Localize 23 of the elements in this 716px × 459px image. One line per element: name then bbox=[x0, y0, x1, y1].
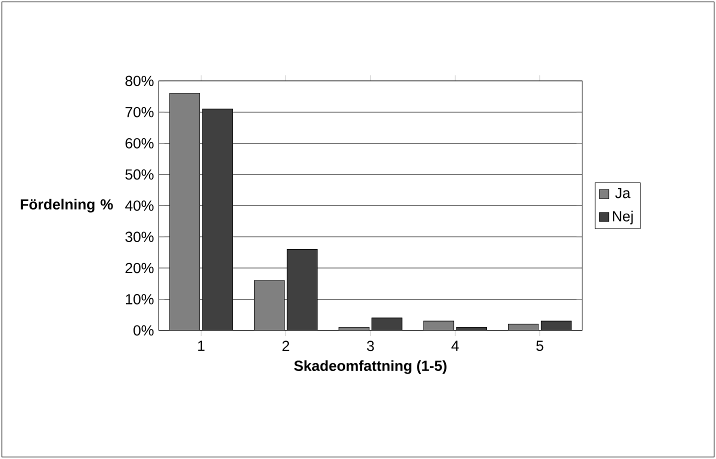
bar bbox=[254, 280, 285, 330]
y-tick-label: 40% bbox=[125, 200, 154, 211]
x-tick-label: 5 bbox=[536, 340, 544, 351]
x-tick-label: 4 bbox=[451, 340, 459, 351]
bar bbox=[456, 327, 487, 330]
y-tick-label: 30% bbox=[125, 232, 154, 242]
bar bbox=[372, 318, 402, 330]
y-tick-label: 70% bbox=[126, 106, 154, 118]
bar bbox=[540, 320, 572, 330]
y-tick-label: 80% bbox=[125, 76, 154, 86]
y-tick-label: 50% bbox=[125, 169, 154, 180]
y-tick-label: 60% bbox=[126, 138, 154, 148]
x-tick-label: 1 bbox=[198, 340, 204, 351]
y-tick-label: 0% bbox=[134, 325, 154, 336]
y-tick-label: 20% bbox=[126, 262, 154, 274]
bar bbox=[169, 93, 200, 330]
y-tick-label: 10% bbox=[126, 294, 154, 304]
legend-label: Ja bbox=[615, 188, 630, 198]
legend-label: Nej bbox=[612, 210, 633, 224]
x-axis-title: Skadeomfattning (1-5) bbox=[294, 360, 446, 374]
y-axis-title: Fördelning % bbox=[20, 198, 113, 213]
x-tick-label: 2 bbox=[282, 340, 290, 352]
x-tick-label: 3 bbox=[366, 340, 374, 352]
